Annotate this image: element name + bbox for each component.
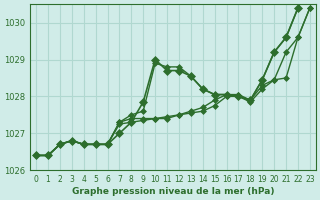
X-axis label: Graphe pression niveau de la mer (hPa): Graphe pression niveau de la mer (hPa): [72, 187, 274, 196]
